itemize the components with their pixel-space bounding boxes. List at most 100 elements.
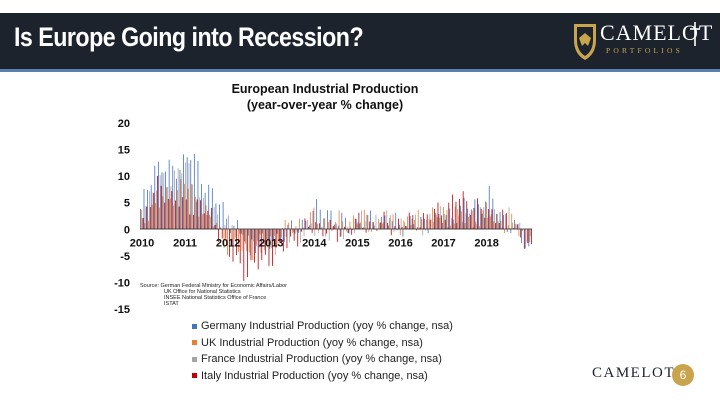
bar <box>446 209 448 230</box>
legend-item: France Industrial Production (yoy % chan… <box>192 351 453 368</box>
bar <box>206 215 208 230</box>
bar <box>416 227 418 230</box>
y-tick-label: -10 <box>114 277 130 289</box>
bar <box>464 222 466 230</box>
bar <box>224 225 226 230</box>
bar <box>188 163 190 230</box>
bar <box>407 216 408 230</box>
bar <box>246 229 247 252</box>
bar <box>522 229 523 231</box>
bar <box>194 196 196 230</box>
bar <box>504 229 505 234</box>
bar <box>518 229 520 237</box>
bar <box>523 229 525 249</box>
bar <box>289 229 291 243</box>
bar <box>404 222 406 230</box>
bar <box>211 188 213 230</box>
bar <box>284 219 286 230</box>
bar <box>183 154 184 230</box>
bar <box>389 215 391 230</box>
bar <box>465 213 467 230</box>
bar <box>371 229 372 232</box>
bar <box>339 229 341 237</box>
bar <box>480 208 482 230</box>
bar <box>411 218 413 230</box>
bar <box>412 215 414 230</box>
bar <box>319 209 321 230</box>
bar <box>493 221 495 230</box>
bar <box>502 209 504 230</box>
bar <box>195 201 197 230</box>
bar <box>478 204 479 230</box>
bar <box>467 208 469 230</box>
bar <box>301 219 303 230</box>
x-tick-label: 2017 <box>431 237 455 249</box>
bar <box>315 222 317 230</box>
y-tick-label: 5 <box>124 198 130 210</box>
bar <box>300 229 301 243</box>
y-tick-label: -15 <box>114 304 130 316</box>
bar <box>227 229 229 256</box>
bar <box>299 218 300 230</box>
bar <box>388 225 389 230</box>
bar <box>363 209 365 230</box>
bar <box>290 229 291 237</box>
y-tick-label: 20 <box>118 118 130 130</box>
bar <box>395 212 397 230</box>
bar <box>184 183 185 230</box>
bar <box>440 206 442 230</box>
bar <box>409 215 411 230</box>
bar <box>506 229 508 233</box>
bar <box>362 227 364 230</box>
bar <box>358 212 360 230</box>
bar <box>318 229 319 233</box>
source-line: INSEE National Statistics Office of Fran… <box>164 295 266 301</box>
bar <box>507 225 509 230</box>
bar <box>492 198 494 230</box>
bar <box>165 171 166 230</box>
bar <box>276 229 278 234</box>
bar <box>278 229 280 241</box>
bar <box>263 229 264 244</box>
bar <box>226 218 228 230</box>
bar <box>336 229 338 242</box>
bar <box>308 226 309 230</box>
bar <box>427 229 429 234</box>
bar <box>375 214 377 230</box>
y-tick-label: 0 <box>124 224 130 236</box>
bar <box>249 229 251 256</box>
bar <box>321 226 323 230</box>
bar <box>373 225 375 230</box>
bar <box>181 173 183 230</box>
bar <box>445 215 447 230</box>
bar <box>160 185 162 230</box>
bar <box>143 188 145 230</box>
bar <box>221 229 223 239</box>
bar <box>346 226 348 230</box>
bar <box>441 215 442 230</box>
bar <box>429 213 431 230</box>
bar <box>361 210 362 230</box>
bar <box>190 160 192 230</box>
bar <box>258 229 260 248</box>
bar <box>380 222 381 230</box>
legend-label: UK Industrial Production (yoy % change, … <box>201 336 423 349</box>
bar <box>426 214 428 230</box>
bar <box>367 215 369 230</box>
bar <box>380 216 382 230</box>
bar <box>343 229 344 240</box>
bar <box>171 191 173 230</box>
bar <box>461 221 463 230</box>
bar <box>176 190 178 230</box>
bar <box>283 229 285 243</box>
bar <box>453 223 455 230</box>
bar <box>436 217 438 230</box>
bar <box>273 229 274 242</box>
bar <box>140 210 142 230</box>
bar <box>327 222 329 230</box>
bar <box>144 223 146 230</box>
bar <box>239 229 241 264</box>
bar <box>397 229 398 231</box>
bar <box>196 199 198 230</box>
bar <box>179 169 181 230</box>
